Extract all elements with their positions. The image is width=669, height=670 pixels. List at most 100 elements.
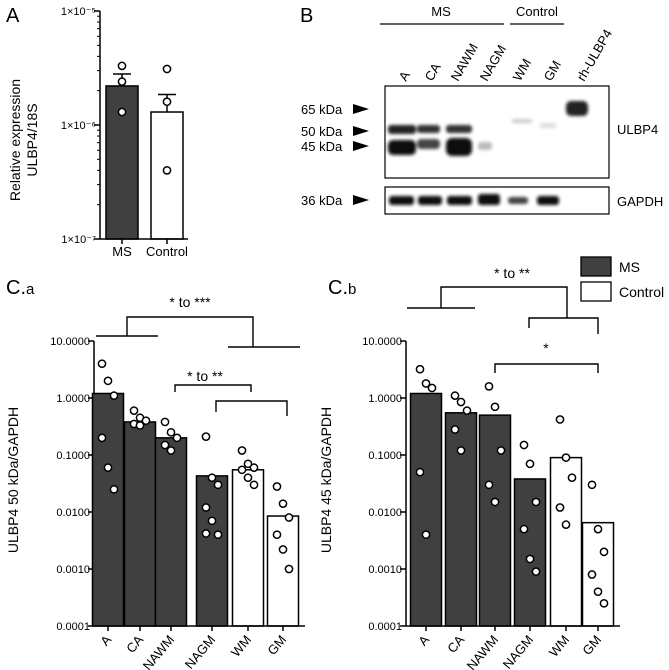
panel-a-point: [162, 97, 172, 107]
panel-ca-point: [284, 513, 294, 522]
panel-cb-bar-gm: [581, 521, 615, 627]
legend-control-label: Control: [619, 284, 664, 300]
marker-50kda-arrow-icon: [353, 126, 369, 136]
panel-cb-point: [593, 587, 603, 597]
panel-ca-point: [129, 406, 139, 415]
panel-cb-bar-wm: [549, 456, 583, 627]
panel-cb-point: [496, 446, 506, 455]
blot-target-label: ULBP4: [617, 122, 658, 137]
panel-cb-point: [525, 459, 535, 469]
panel-cb-xtick-label-wm: WM: [546, 632, 572, 659]
panel-ca-sig-bracket-5: [215, 400, 288, 416]
marker-36kda-arrow-icon: [353, 195, 369, 205]
blot-lane-a: A: [396, 68, 413, 83]
panel-cb-ytick-1: 10.0000: [362, 336, 402, 348]
panel-cb-bar-nagm: [513, 478, 547, 627]
panel-ca-point: [243, 459, 253, 469]
panel-cb-xtick-label-nawm: NAWM: [464, 632, 502, 670]
panel-ca-point: [97, 359, 107, 369]
panel-cb-point: [415, 364, 425, 374]
panel-ca-bar-nawm: [154, 437, 188, 627]
panel-a-xtick-control: Control: [146, 244, 188, 259]
panel-ca-sig-bracket-2: [126, 316, 254, 347]
panel-ca-point: [207, 473, 217, 483]
panel-cb-point: [484, 480, 494, 490]
panel-ca-point: [278, 499, 288, 509]
panel-ca-point: [103, 376, 113, 386]
band-nawm-50: [446, 125, 472, 133]
panel-ca-letter: C.a: [6, 277, 35, 299]
blot-group-control: Control: [516, 4, 558, 19]
panel-cb-point: [490, 402, 500, 412]
panel-ca-point: [103, 463, 113, 472]
panel-cb-point: [421, 530, 431, 540]
panel-ca-point: [237, 465, 247, 475]
panel-cb-xtick-label-gm: GM: [579, 632, 604, 658]
panel-a-point: [162, 64, 172, 74]
panel-cb-ytick-6: 0.0001: [368, 621, 402, 633]
panel-cb-ytick-4: 0.0100: [368, 507, 402, 519]
panel-ca-point: [201, 529, 211, 538]
panel-cb-bar-nawm: [478, 414, 512, 627]
panel-cb-xtick-label-nagm: NAGM: [500, 632, 537, 670]
panel-ca-ytick-6: 0.0001: [56, 621, 90, 633]
panel-ca-xtick-label-wm: WM: [228, 632, 254, 659]
panel-cb-point: [531, 567, 541, 576]
panel-ca-ytick-5: 0.0010: [56, 564, 90, 576]
panel-a-xtick-ms: MS: [112, 244, 132, 259]
gapdh-band-nawm: [447, 196, 472, 205]
panel-cb-point: [587, 480, 597, 490]
panel-a-bar-control: [150, 111, 184, 240]
panel-cb-ylabel: ULBP4 45 kDa/GAPDH: [318, 407, 334, 553]
gapdh-band-gm: [537, 196, 559, 205]
panel-ca-point: [109, 391, 119, 400]
panel-cb-bar-a: [409, 392, 443, 627]
panel-cb-ytick-3: 0.1000: [368, 450, 402, 462]
panel-ca-point: [166, 446, 176, 455]
panel-ca-sig-2: * to **: [187, 368, 223, 384]
panel-a-ylabel-line1: Relative expression: [7, 79, 23, 201]
panel-ca-point: [135, 421, 145, 430]
marker-45kda: 45 kDa: [301, 139, 343, 154]
blot-loading-label: GAPDH: [617, 194, 663, 209]
panel-ca-ytick-3: 0.1000: [56, 450, 90, 462]
panel-cb-letter: C.b: [328, 277, 356, 299]
panel-a-point: [117, 61, 127, 71]
panel-cb-point: [450, 425, 460, 434]
panel-cb-point: [490, 497, 500, 507]
panel-ca-point: [97, 433, 107, 443]
panel-ca-xtick-label-ca: CA: [123, 632, 146, 656]
panel-ca-point: [278, 545, 288, 554]
legend-ms-label: MS: [619, 259, 640, 275]
panel-cb-point: [567, 473, 577, 483]
panel-cb-point: [462, 406, 472, 415]
marker-50kda: 50 kDa: [301, 124, 343, 139]
panel-ca-point: [249, 480, 259, 490]
marker-65kda: 65 kDa: [301, 102, 343, 117]
panel-cb-sig-1: * to **: [494, 265, 530, 281]
panel-ca-point: [213, 480, 223, 490]
panel-cb-letter-main: C.: [328, 277, 348, 299]
panel-cb-sig-bracket-3: [528, 317, 599, 334]
panel-cb-point: [599, 598, 609, 608]
panel-ca-bar-a: [91, 392, 125, 627]
panel-a-chart: [94, 10, 188, 244]
panel-ca-xtick-label-nawm: NAWM: [140, 632, 178, 670]
panel-ca-ytick-2: 1.0000: [56, 393, 90, 405]
blot-ulbp4-bands: [388, 101, 588, 156]
panel-ca-point: [243, 473, 253, 483]
panel-cb-point: [561, 453, 571, 462]
panel-cb-point: [519, 524, 529, 534]
panel-a-ytick-2: 1×10⁻⁶: [61, 120, 96, 132]
panel-cb-point: [561, 520, 571, 529]
blot-lane-nagm: NAGM: [477, 42, 509, 83]
panel-ca-letter-main: C.: [6, 277, 26, 299]
panel-ca-xtick-label-a: A: [97, 632, 114, 649]
panel-cb-bar-ca: [444, 412, 478, 627]
panel-cb-xtick-label-ca: CA: [444, 632, 467, 656]
panel-ca-point: [201, 503, 211, 512]
panel-ca-point: [213, 530, 223, 540]
panel-cb-point: [531, 497, 541, 507]
panel-b-letter: B: [300, 5, 313, 27]
band-ca-45: [417, 139, 440, 149]
